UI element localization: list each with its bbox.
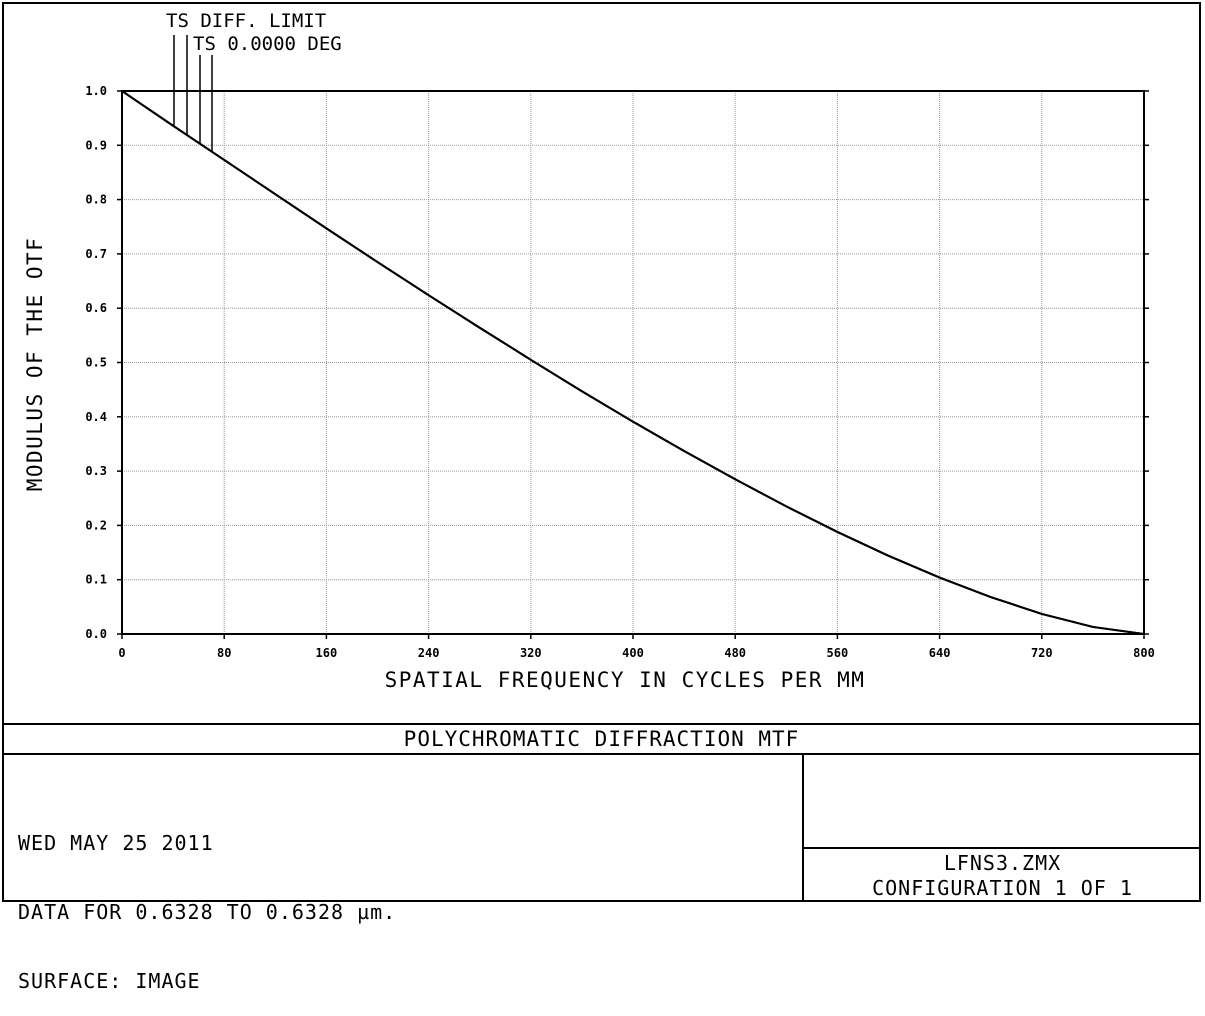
grid — [117, 90, 1149, 639]
file-info-text: LFNS3.ZMX CONFIGURATION 1 OF 1 — [804, 851, 1201, 901]
date-text: WED MAY 25 2011 — [18, 831, 214, 855]
x-tick-label: 560 — [827, 646, 849, 660]
y-tick-label: 0.9 — [85, 138, 107, 152]
x-tick-label: 240 — [418, 646, 440, 660]
x-tick-label: 720 — [1031, 646, 1053, 660]
x-tick-label: 80 — [217, 646, 231, 660]
y-tick-label: 0.2 — [85, 518, 107, 532]
filename-text: LFNS3.ZMX — [943, 851, 1062, 875]
file-info-box: LFNS3.ZMX CONFIGURATION 1 OF 1 — [802, 755, 1201, 902]
legend-label-0: TS DIFF. LIMIT — [166, 10, 326, 32]
legend-label-1: TS 0.0000 DEG — [193, 33, 342, 55]
x-tick-label: 800 — [1133, 646, 1155, 660]
x-tick-label: 400 — [622, 646, 644, 660]
file-info-divider — [804, 847, 1201, 849]
configuration-text: CONFIGURATION 1 OF 1 — [872, 876, 1133, 900]
x-tick-label: 640 — [929, 646, 951, 660]
series — [121, 90, 1145, 635]
x-tick-label: 480 — [724, 646, 746, 660]
wavelength-range-text: DATA FOR 0.6328 TO 0.6328 µm. — [18, 900, 397, 924]
x-tick-label: 320 — [520, 646, 542, 660]
x-axis-label: SPATIAL FREQUENCY IN CYCLES PER MM — [385, 668, 866, 692]
x-tick-label: 0 — [118, 646, 125, 660]
series-line-1 — [121, 90, 1145, 635]
y-tick-label: 0.6 — [85, 301, 107, 315]
surface-text: SURFACE: IMAGE — [18, 969, 201, 993]
plot-area-border — [121, 90, 1145, 635]
plot-frame — [2, 2, 1201, 902]
x-tick-labels: 0 80 160 240 320 400 480 560 640 720 800 — [118, 646, 1154, 660]
y-tick-label: 0.7 — [85, 247, 107, 261]
y-tick-label: 0.3 — [85, 464, 107, 478]
y-axis-label: MODULUS OF THE OTF — [23, 237, 47, 492]
y-tick-label: 1.0 — [85, 84, 107, 98]
mtf-chart: 0.0 0.1 0.2 0.3 0.4 0.5 0.6 0.7 0.8 0.9 1.0 0 80 160… — [23, 10, 1155, 692]
chart-title: POLYCHROMATIC DIFFRACTION MTF — [2, 723, 1201, 755]
info-block: WED MAY 25 2011 DATA FOR 0.6328 TO 0.632… — [18, 786, 396, 1016]
y-tick-label: 0.4 — [85, 410, 107, 424]
y-tick-label: 0.1 — [85, 573, 107, 587]
y-tick-label: 0.5 — [85, 356, 107, 370]
y-tick-labels: 0.0 0.1 0.2 0.3 0.4 0.5 0.6 0.7 0.8 0.9 1.0 — [85, 84, 107, 641]
y-tick-label: 0.8 — [85, 193, 107, 207]
x-tick-label: 160 — [316, 646, 338, 660]
y-tick-label: 0.0 — [85, 627, 107, 641]
